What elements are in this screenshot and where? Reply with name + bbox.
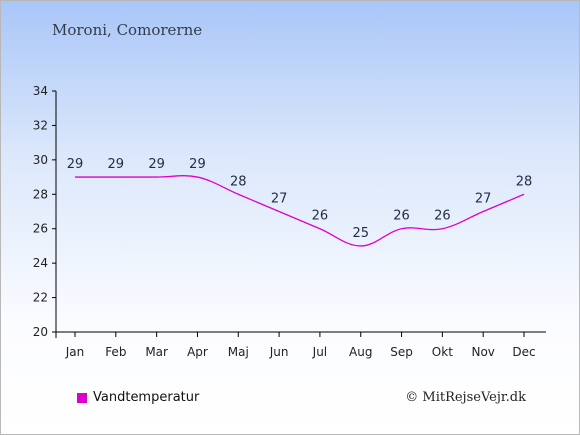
data-label: 28 bbox=[230, 174, 247, 189]
x-tick-label: Feb bbox=[105, 345, 126, 359]
x-tick-label: Sep bbox=[390, 345, 413, 359]
data-label: 28 bbox=[516, 174, 533, 189]
y-axis-ticks: 20 22 24 26 28 30 32 34 bbox=[33, 84, 56, 339]
data-label: 29 bbox=[148, 157, 165, 172]
y-tick-label: 34 bbox=[33, 84, 48, 98]
x-tick-label: Nov bbox=[471, 345, 494, 359]
x-tick-label: Aug bbox=[349, 345, 372, 359]
data-labels: 29 29 29 29 28 27 26 25 26 26 27 28 bbox=[67, 157, 533, 241]
x-tick-label: Maj bbox=[228, 345, 249, 359]
legend: Vandtemperatur bbox=[77, 390, 199, 405]
x-axis-ticks: Jan Feb Mar Apr Maj Jun Jul Aug Sep Okt Nov Dec bbox=[65, 332, 536, 359]
y-tick-label: 28 bbox=[33, 187, 48, 201]
y-tick-label: 24 bbox=[33, 256, 48, 270]
y-tick-label: 22 bbox=[33, 291, 48, 305]
series-line bbox=[75, 175, 525, 247]
credit-text: © MitRejseVejr.dk bbox=[405, 390, 526, 405]
x-tick-label: Dec bbox=[512, 345, 535, 359]
data-label: 27 bbox=[271, 192, 288, 207]
chart-title: Moroni, Comorerne bbox=[52, 21, 203, 39]
x-tick-label: Okt bbox=[432, 345, 453, 359]
data-label: 25 bbox=[352, 226, 369, 241]
series-layer bbox=[75, 175, 525, 247]
data-label: 26 bbox=[312, 209, 329, 224]
axes bbox=[55, 91, 546, 338]
x-tick-label: Jul bbox=[312, 345, 327, 359]
y-tick-label: 32 bbox=[33, 118, 48, 132]
y-tick-label: 30 bbox=[33, 153, 48, 167]
data-label: 29 bbox=[108, 157, 125, 172]
legend-label: Vandtemperatur bbox=[93, 390, 200, 405]
y-tick-label: 20 bbox=[33, 325, 48, 339]
data-label: 29 bbox=[67, 157, 84, 172]
data-label: 26 bbox=[393, 209, 410, 224]
x-tick-label: Mar bbox=[145, 345, 168, 359]
x-tick-label: Jan bbox=[65, 345, 85, 359]
x-tick-label: Apr bbox=[187, 345, 208, 359]
data-label: 27 bbox=[475, 192, 492, 207]
y-tick-label: 26 bbox=[33, 222, 48, 236]
x-tick-label: Jun bbox=[269, 345, 289, 359]
legend-swatch bbox=[77, 392, 87, 403]
data-label: 29 bbox=[189, 157, 206, 172]
data-label: 26 bbox=[434, 209, 451, 224]
